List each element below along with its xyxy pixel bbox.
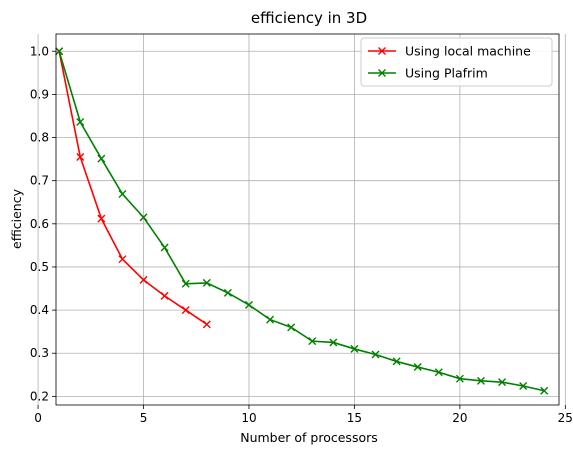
data-point-1-20 bbox=[476, 376, 485, 385]
data-point-1-3 bbox=[118, 190, 127, 199]
data-point-1-22 bbox=[519, 382, 528, 391]
data-point-1-7 bbox=[202, 278, 211, 287]
data-point-0-7 bbox=[202, 320, 211, 329]
data-point-1-12 bbox=[308, 337, 317, 346]
y-tick-label-4: 0.6 bbox=[30, 217, 49, 231]
data-point-1-14 bbox=[350, 344, 359, 353]
data-point-1-4 bbox=[139, 213, 148, 222]
y-tick-label-7: 0.9 bbox=[30, 87, 49, 101]
data-point-1-21 bbox=[498, 378, 507, 387]
y-tick-label-1: 0.3 bbox=[30, 346, 49, 360]
y-tick-label-3: 0.5 bbox=[30, 260, 49, 274]
legend-label-0: Using local machine bbox=[405, 44, 531, 59]
data-point-0-1 bbox=[76, 152, 85, 161]
legend-marker-1 bbox=[378, 69, 386, 77]
x-tick-label-3: 15 bbox=[347, 411, 362, 425]
chart-title: efficiency in 3D bbox=[251, 9, 367, 27]
x-tick-label-1: 5 bbox=[140, 411, 148, 425]
x-tick-label-2: 10 bbox=[241, 411, 256, 425]
data-point-1-2 bbox=[97, 154, 106, 163]
data-point-1-6 bbox=[181, 279, 190, 288]
y-axis-label: efficiency bbox=[9, 188, 24, 249]
data-point-1-1 bbox=[76, 118, 85, 126]
axis-ticks: 0 5 10 15 20 25 0.2 0.3 0.4 0.5 0.6 0.7 0.8 0.9 1.0 bbox=[30, 44, 573, 425]
plot-frame bbox=[55, 33, 560, 406]
y-tick-label-8: 1.0 bbox=[30, 44, 49, 58]
data-point-1-23 bbox=[540, 386, 549, 395]
data-point-1-15 bbox=[371, 350, 380, 359]
data-point-1-13 bbox=[329, 338, 338, 347]
y-tick-label-0: 0.2 bbox=[30, 389, 49, 403]
legend-label-1: Using Plafrim bbox=[405, 66, 488, 81]
x-axis-label: Number of processors bbox=[240, 430, 378, 445]
y-tick-label-2: 0.4 bbox=[30, 303, 49, 317]
data-point-1-11 bbox=[287, 323, 296, 332]
data-point-1-9 bbox=[244, 300, 253, 309]
legend-box bbox=[360, 37, 553, 87]
data-point-1-16 bbox=[392, 357, 401, 366]
data-point-1-10 bbox=[266, 315, 275, 324]
y-tick-label-6: 0.8 bbox=[30, 131, 49, 145]
data-point-1-0 bbox=[55, 47, 64, 56]
series-layer bbox=[55, 47, 549, 395]
data-point-0-4 bbox=[139, 275, 148, 284]
data-point-1-17 bbox=[413, 363, 422, 372]
series-line-0 bbox=[58, 51, 208, 325]
data-point-1-18 bbox=[434, 368, 443, 377]
data-point-1-8 bbox=[223, 288, 232, 297]
series-0 bbox=[55, 47, 211, 329]
x-tick-label-5: 25 bbox=[558, 411, 573, 425]
series-1 bbox=[55, 47, 549, 395]
legend: Using local machine Using Plafrim bbox=[360, 37, 553, 87]
data-point-0-2 bbox=[97, 214, 106, 223]
data-point-0-5 bbox=[160, 291, 169, 300]
x-tick-label-4: 20 bbox=[452, 411, 467, 425]
y-tick-label-5: 0.7 bbox=[30, 174, 49, 188]
data-point-1-5 bbox=[160, 243, 169, 252]
legend-marker-0 bbox=[378, 47, 386, 55]
data-point-0-6 bbox=[181, 306, 190, 315]
series-line-1 bbox=[58, 51, 545, 392]
x-tick-label-0: 0 bbox=[34, 411, 42, 425]
grid-lines bbox=[37, 34, 566, 405]
data-point-1-19 bbox=[455, 374, 464, 383]
data-point-0-3 bbox=[118, 255, 127, 264]
